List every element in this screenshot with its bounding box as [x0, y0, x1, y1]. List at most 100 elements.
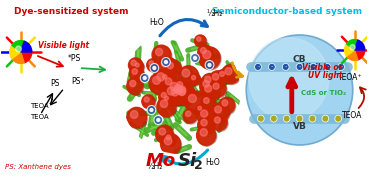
Circle shape	[163, 95, 173, 105]
Circle shape	[131, 60, 136, 66]
Circle shape	[147, 106, 156, 114]
Circle shape	[143, 77, 146, 80]
Circle shape	[144, 97, 149, 102]
Circle shape	[197, 37, 201, 41]
Circle shape	[140, 74, 149, 82]
Circle shape	[147, 59, 159, 71]
Circle shape	[198, 106, 201, 110]
Circle shape	[213, 83, 219, 89]
Circle shape	[209, 71, 226, 88]
Circle shape	[178, 88, 185, 96]
Circle shape	[268, 63, 275, 70]
Circle shape	[201, 95, 215, 111]
Circle shape	[195, 36, 207, 48]
Circle shape	[199, 46, 214, 62]
Circle shape	[162, 57, 170, 67]
Wedge shape	[347, 50, 358, 61]
Circle shape	[198, 126, 217, 146]
Text: H₂O: H₂O	[149, 18, 164, 27]
Circle shape	[201, 74, 218, 91]
Circle shape	[150, 109, 153, 111]
Circle shape	[178, 87, 186, 95]
Text: ·: ·	[298, 64, 301, 70]
Circle shape	[165, 60, 182, 78]
Circle shape	[167, 80, 188, 102]
Circle shape	[164, 95, 174, 106]
Circle shape	[166, 135, 171, 140]
Circle shape	[153, 67, 156, 69]
Text: ·: ·	[326, 64, 328, 70]
Circle shape	[155, 48, 163, 56]
Circle shape	[214, 117, 220, 123]
Text: Dye-sensitized system: Dye-sensitized system	[14, 7, 129, 16]
Circle shape	[246, 35, 353, 145]
Text: ½H₂: ½H₂	[146, 162, 163, 171]
Circle shape	[156, 125, 173, 143]
Circle shape	[164, 137, 172, 145]
Circle shape	[175, 85, 183, 93]
Text: Si: Si	[178, 152, 197, 170]
Circle shape	[157, 119, 160, 122]
Circle shape	[186, 92, 206, 113]
Circle shape	[200, 48, 221, 70]
Circle shape	[175, 85, 189, 100]
Circle shape	[134, 62, 144, 73]
Circle shape	[129, 66, 144, 81]
Circle shape	[220, 98, 236, 114]
Circle shape	[184, 91, 205, 112]
Circle shape	[163, 76, 180, 94]
Text: PS: PS	[50, 78, 59, 88]
Circle shape	[203, 80, 209, 87]
Wedge shape	[12, 41, 24, 52]
Circle shape	[173, 85, 192, 104]
Wedge shape	[347, 40, 358, 50]
Circle shape	[210, 72, 227, 89]
Circle shape	[180, 67, 200, 88]
Circle shape	[204, 85, 212, 92]
Circle shape	[183, 109, 197, 123]
Text: 2: 2	[194, 159, 203, 172]
Text: CB: CB	[293, 55, 306, 64]
Circle shape	[200, 129, 208, 136]
Circle shape	[162, 74, 173, 85]
Circle shape	[212, 115, 228, 131]
Text: VB: VB	[293, 122, 307, 131]
Circle shape	[159, 58, 178, 77]
Circle shape	[201, 119, 207, 126]
Circle shape	[204, 76, 211, 83]
Text: ·: ·	[312, 64, 314, 70]
Circle shape	[201, 110, 208, 117]
Text: PS⁺: PS⁺	[71, 77, 85, 87]
Circle shape	[178, 66, 198, 87]
Text: Visible light: Visible light	[38, 41, 89, 51]
Circle shape	[197, 125, 216, 145]
Circle shape	[335, 115, 342, 122]
Circle shape	[165, 134, 177, 147]
Circle shape	[204, 98, 209, 103]
Text: ·: ·	[271, 64, 273, 70]
Wedge shape	[21, 52, 32, 63]
Circle shape	[170, 81, 192, 103]
Circle shape	[173, 88, 184, 99]
Circle shape	[220, 71, 225, 76]
Circle shape	[129, 58, 143, 72]
Circle shape	[175, 84, 196, 106]
Wedge shape	[10, 45, 21, 59]
Circle shape	[350, 44, 355, 50]
Circle shape	[197, 107, 215, 126]
Circle shape	[210, 80, 226, 97]
Circle shape	[161, 60, 169, 67]
Circle shape	[142, 95, 155, 108]
Circle shape	[127, 78, 143, 94]
Circle shape	[164, 61, 167, 64]
Circle shape	[150, 64, 159, 72]
Circle shape	[176, 86, 190, 101]
Circle shape	[282, 63, 289, 70]
Circle shape	[15, 46, 22, 52]
Circle shape	[196, 105, 206, 115]
Circle shape	[166, 79, 187, 101]
Circle shape	[212, 74, 219, 80]
Text: ·: ·	[285, 64, 287, 70]
Circle shape	[270, 115, 277, 122]
Circle shape	[174, 79, 189, 95]
